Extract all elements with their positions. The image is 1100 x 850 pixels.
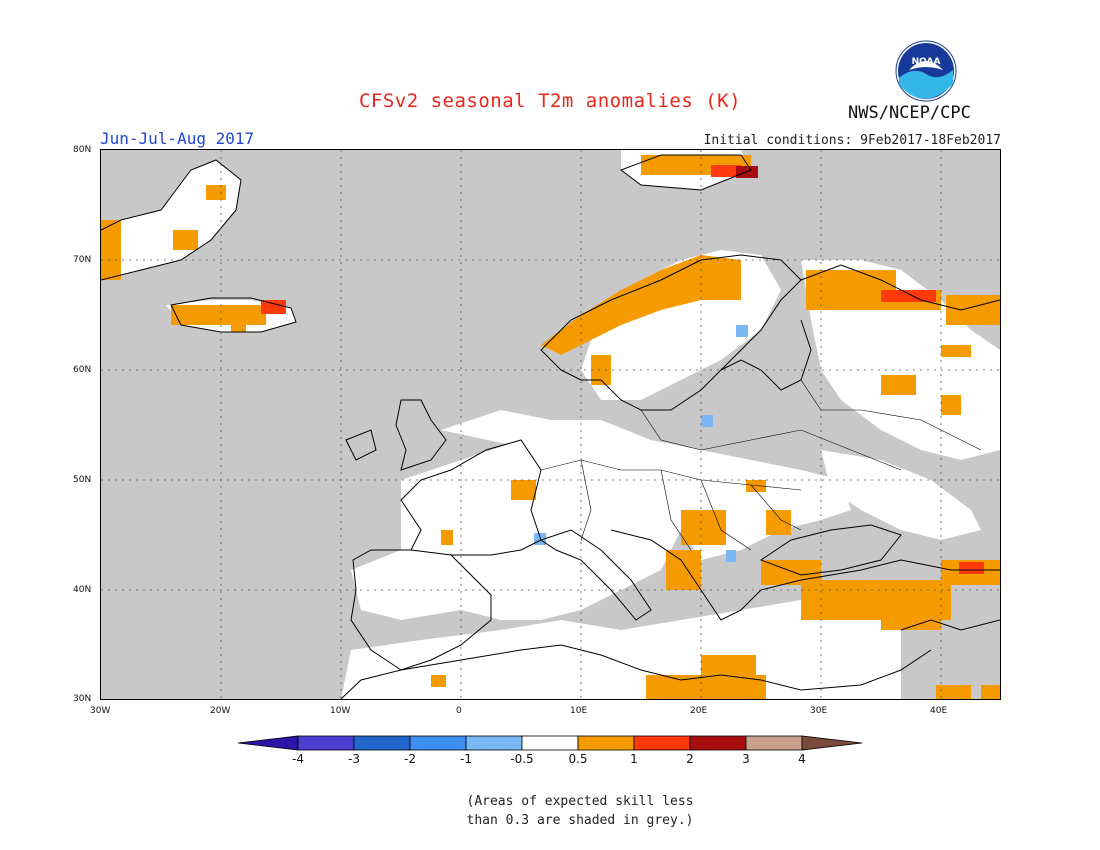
lon-tick-label: 10W (330, 706, 351, 716)
skill-note: (Areas of expected skill less than 0.3 a… (466, 794, 694, 828)
map-title: CFSv2 seasonal T2m anomalies (K) (358, 90, 742, 112)
lon-tick-label: 20E (690, 706, 708, 716)
legend-tick-label: -0.5 (510, 752, 534, 766)
legend-tick-label: 1 (630, 752, 638, 766)
legend-swatch (633, 735, 691, 751)
warm-anomaly-regions (101, 155, 1000, 699)
legend-swatch (237, 735, 299, 751)
legend-tick-label: 0.5 (568, 752, 588, 766)
logo-text: NOAA (912, 57, 941, 67)
legend-swatch (353, 735, 411, 751)
legend-tick-label: -2 (404, 752, 416, 766)
legend-tick-label: -3 (348, 752, 360, 766)
lon-tick-label: 30E (810, 706, 828, 716)
legend-swatch (689, 735, 747, 751)
lat-tick-label: 70N (73, 255, 92, 265)
lon-tick-label: 40E (930, 706, 948, 716)
legend-tick-label: -1 (460, 752, 472, 766)
anomaly-map (100, 149, 1001, 700)
agency-label: NWS/NCEP/CPC (848, 103, 971, 123)
legend-swatch (521, 735, 579, 751)
legend-tick-label: 4 (798, 752, 806, 766)
legend-swatch (745, 735, 803, 751)
graticule (101, 150, 1000, 699)
legend-tick-label: 2 (686, 752, 694, 766)
lon-tick-label: 30W (90, 706, 111, 716)
legend-swatch (465, 735, 523, 751)
legend-swatch (801, 735, 863, 751)
strong-warm-regions (261, 165, 984, 574)
lat-tick-label: 60N (73, 365, 92, 375)
lat-tick-label: 50N (73, 475, 92, 485)
legend-swatch (409, 735, 467, 751)
legend-tick-label: -4 (292, 752, 304, 766)
forecast-period: Jun-Jul-Aug 2017 (100, 129, 255, 148)
legend-tick-label: 3 (742, 752, 750, 766)
legend-swatch (297, 735, 355, 751)
lat-tick-label: 30N (73, 694, 92, 704)
lon-tick-label: 20W (210, 706, 231, 716)
coastlines (101, 154, 1000, 699)
noaa-logo: NOAA (895, 40, 957, 102)
legend-swatch (577, 735, 635, 751)
color-legend (237, 733, 863, 757)
lat-tick-label: 40N (73, 585, 92, 595)
initial-conditions: Initial conditions: 9Feb2017-18Feb2017 (703, 133, 1001, 148)
lat-tick-label: 80N (73, 145, 92, 155)
lon-tick-label: 0 (456, 706, 462, 716)
lon-tick-label: 10E (570, 706, 588, 716)
